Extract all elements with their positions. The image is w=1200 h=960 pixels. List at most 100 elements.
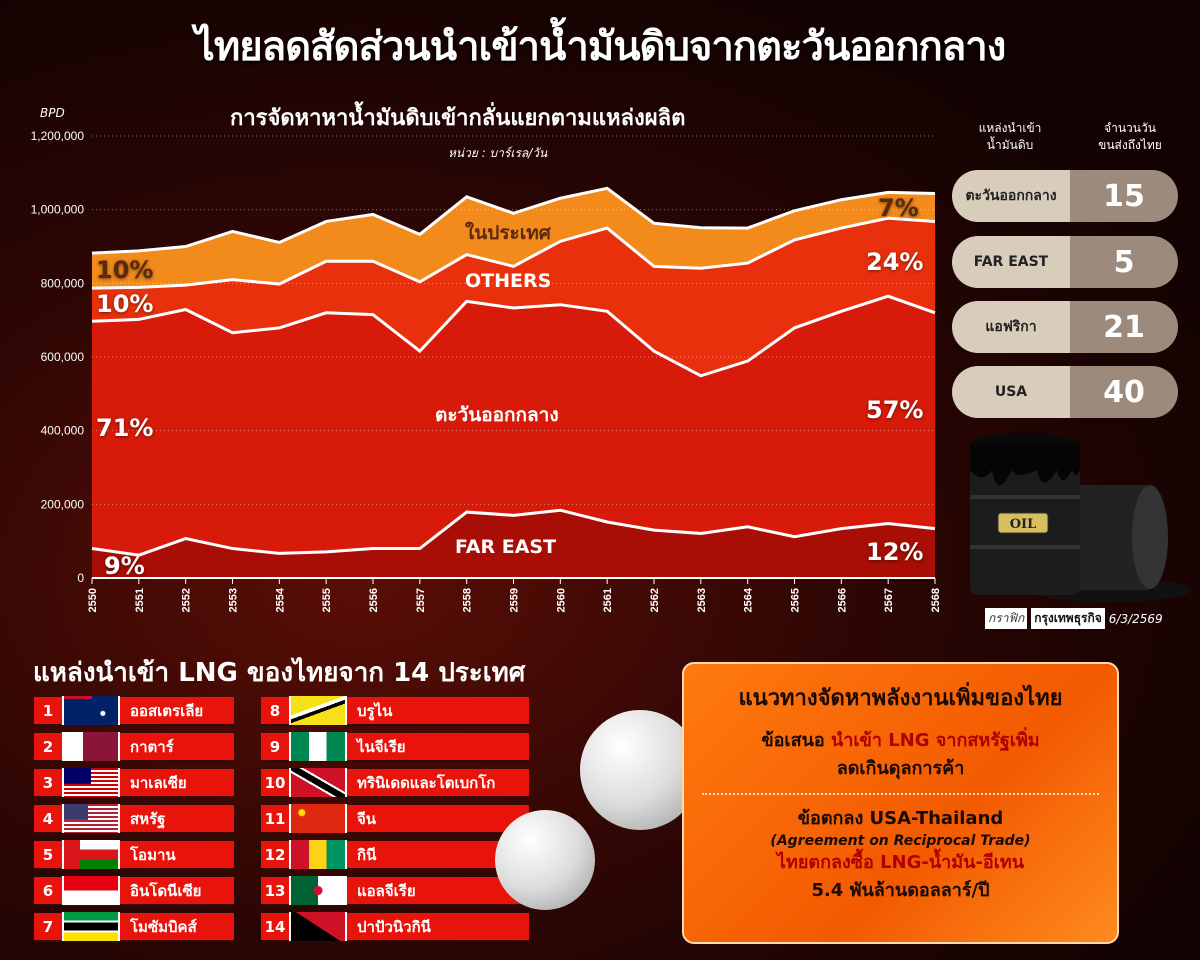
lng-country-row: 2 กาตาร์ (34, 732, 234, 762)
x-tick-label: 2563 (696, 588, 708, 612)
lng-country-row: 13 แอลจีเรีย (261, 876, 529, 906)
brunei-flag-icon (289, 696, 347, 725)
label-far-east-end: 12% (866, 538, 924, 566)
series-boundary-line-2 (91, 216, 936, 290)
country-number: 14 (264, 917, 286, 936)
country-number: 6 (42, 881, 54, 900)
indonesia-flag-icon (62, 876, 120, 905)
area-3 (92, 188, 935, 289)
country-name: บรูไน (357, 701, 393, 720)
y-tick-label: 800,000 (41, 276, 85, 290)
x-tick-label: 2566 (836, 588, 848, 612)
country-name: ออสเตรเลีย (130, 701, 204, 720)
x-tick-label: 2565 (790, 588, 802, 612)
divider (702, 793, 1099, 795)
country-name: จีน (357, 809, 377, 828)
transit-source: USA (952, 366, 1070, 418)
algeria-flag-icon (289, 876, 347, 905)
lng-tank-icon (495, 810, 595, 910)
series-boundary-line-1 (91, 294, 936, 378)
country-number: 3 (42, 773, 54, 792)
oil-barrel-icon: OIL (970, 433, 1190, 602)
credit-prefix: กราฟิก (985, 608, 1028, 629)
png-flag-icon (289, 912, 347, 941)
x-tick-label: 2555 (321, 588, 333, 612)
country-name: อินโดนีเซีย (130, 881, 202, 900)
transit-source: ตะวันออกกลาง (952, 170, 1070, 222)
country-name: ปาปัวนิวกินี (357, 917, 431, 936)
series-name-domestic: ในประเทศ (465, 222, 551, 244)
area-1 (92, 296, 935, 556)
label-others-end: 24% (866, 248, 924, 276)
label-far-east-start: 9% (104, 552, 145, 580)
lng-tank-icon (580, 710, 700, 830)
trinidad-flag-icon (289, 768, 347, 797)
x-tick-label: 2567 (883, 588, 895, 612)
lng-country-row: 6 อินโดนีเซีย (34, 876, 234, 906)
mozambique-flag-icon (62, 912, 120, 941)
series-boundary-line-0 (91, 508, 936, 557)
y-tick-label: 1,000,000 (31, 203, 85, 217)
country-number: 9 (269, 737, 281, 756)
y-tick-label: 0 (77, 571, 84, 585)
country-name: โมซัมบิคส์ (130, 917, 197, 936)
chart-unit-note: หน่วย : บาร์เรล/วัน (448, 146, 548, 160)
lng-country-row: 9 ไนจีเรีย (261, 732, 529, 762)
x-tick-label: 2562 (649, 588, 661, 612)
australia-flag-icon (62, 696, 120, 725)
country-name: มาเลเซีย (130, 773, 187, 792)
transit-row: แอฟริกา 21 (952, 301, 1178, 353)
label-others-start: 10% (96, 290, 154, 318)
country-number: 11 (264, 809, 286, 828)
x-tick-label: 2557 (415, 588, 427, 612)
label-middle-east-start: 71% (96, 414, 154, 442)
country-number: 2 (42, 737, 54, 756)
transit-row: ตะวันออกกลาง 15 (952, 170, 1178, 222)
stacked-area-chart: 0 200,000 400,000 600,000 800,000 1,000,000 1,… (31, 129, 942, 612)
lng-country-row: 12 กินี (261, 840, 529, 870)
country-number: 1 (42, 701, 54, 720)
label-domestic-start: 10% (96, 256, 154, 284)
lng-country-row: 4 สหรัฐ (34, 804, 234, 834)
proposal-line2: ลดเกินดุลการค้า (836, 758, 965, 779)
x-tick-label: 2552 (181, 588, 193, 612)
y-tick-label: 1,200,000 (31, 129, 85, 143)
x-tick-label: 2551 (134, 588, 146, 612)
y-tick-label: 200,000 (41, 497, 85, 511)
lng-country-row: 3 มาเลเซีย (34, 768, 234, 798)
chart-title: การจัดหาหาน้ำมันดิบเข้ากลั่นแยกตามแหล่งผ… (230, 106, 686, 131)
usa-flag-icon (62, 804, 120, 833)
credit-brand: กรุงเทพธุรกิจ (1031, 608, 1105, 629)
lng-country-row: 1 ออสเตรเลีย (34, 696, 234, 726)
x-tick-label: 2553 (228, 588, 240, 612)
policy-heading: แนวทางจัดหาพลังงานเพิ่มของไทย (738, 686, 1063, 711)
transit-days: 21 (1070, 301, 1178, 353)
lng-country-list: 1 ออสเตรเลีย 2 กาตาร์ 3 มาเลเซีย 4 สหรัฐ 5 โอมาน 6… (34, 696, 529, 949)
x-tick-label: 2554 (274, 587, 286, 612)
country-number: 13 (264, 881, 286, 900)
y-tick-label: 400,000 (41, 424, 85, 438)
amount: 5.4 พันล้านดอลลาร์/ปี (811, 880, 990, 901)
x-tick-label: 2556 (368, 588, 380, 612)
country-number: 4 (42, 809, 54, 828)
x-tick-label: 2550 (87, 588, 99, 612)
series-boundary-line-3 (91, 186, 936, 255)
qatar-flag-icon (62, 732, 120, 761)
area-2 (92, 218, 935, 376)
country-number: 5 (42, 845, 54, 864)
transit-row: FAR EAST 5 (952, 236, 1178, 288)
x-tick-label: 2560 (555, 588, 567, 612)
y-axis-label: BPD (40, 106, 65, 120)
commitment: ไทยตกลงซื้อ LNG-น้ำมัน-อีเทน (776, 852, 1025, 873)
area-0 (92, 510, 935, 578)
transit-days: 5 (1070, 236, 1178, 288)
lng-country-row: 5 โอมาน (34, 840, 234, 870)
series-name-far-east: FAR EAST (455, 536, 557, 558)
credit: กราฟิก กรุงเทพธุรกิจ 6/3/2569 (985, 608, 1163, 629)
country-name: แอลจีเรีย (357, 881, 416, 900)
label-middle-east-end: 57% (866, 396, 924, 424)
guinea-flag-icon (289, 840, 347, 869)
country-name: กาตาร์ (130, 737, 174, 756)
malaysia-flag-icon (62, 768, 120, 797)
proposal-highlight: นำเข้า LNG จากสหรัฐเพิ่ม (830, 730, 1040, 751)
